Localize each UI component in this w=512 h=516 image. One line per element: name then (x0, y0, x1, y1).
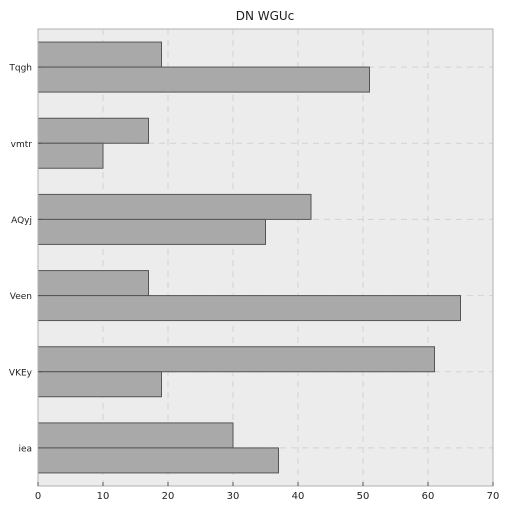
bars (37, 41, 461, 474)
bar-vkey-series-2 (37, 371, 162, 398)
x-tick-label: 70 (487, 491, 500, 502)
bar-vkey-series-1 (37, 346, 435, 373)
y-axis: Tqgh vmtr AQyj Veen VKEy iea (8, 64, 42, 454)
x-tick-label: 40 (292, 491, 305, 502)
bar-tqgh-series-2 (37, 66, 370, 93)
chart-title: DN WGUc (236, 9, 295, 23)
x-tick-label: 60 (422, 491, 435, 502)
bar-vmtr-series-1 (37, 117, 149, 144)
y-tick-label: Tqgh (8, 64, 32, 74)
y-tick-label: vmtr (11, 140, 33, 150)
x-axis: 0 10 20 30 40 50 60 70 (35, 482, 500, 502)
x-tick-label: 20 (162, 491, 175, 502)
y-tick-label: VKEy (9, 368, 33, 378)
x-tick-label: 10 (97, 491, 110, 502)
bar-iea-series-2 (37, 447, 279, 474)
bar-veen-series-2 (37, 295, 461, 322)
bar-aqyj-series-1 (37, 193, 312, 220)
y-tick-label: Veen (10, 292, 32, 302)
plot-area (38, 29, 493, 486)
bar-veen-series-1 (37, 270, 149, 297)
bar-vmtr-series-2 (37, 142, 104, 169)
bar-aqyj-series-2 (37, 218, 266, 245)
x-tick-label: 0 (35, 491, 41, 502)
bar-tqgh-series-1 (37, 41, 162, 68)
bar-iea-series-1 (37, 422, 234, 449)
plot-frame (37, 28, 494, 487)
y-tick-label: iea (18, 444, 32, 454)
x-tick-label: 50 (357, 491, 370, 502)
x-tick-label: 30 (227, 491, 240, 502)
y-tick-label: AQyj (11, 216, 32, 226)
